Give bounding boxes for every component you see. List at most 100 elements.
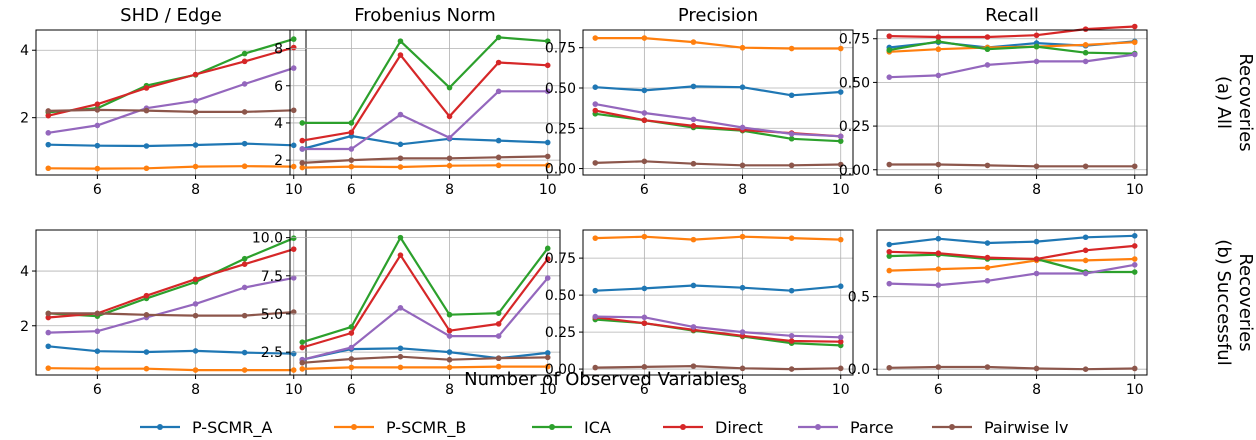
data-point-Parce (1033, 270, 1040, 277)
y-tick-label: 4 (20, 264, 29, 280)
data-point-Pairwise lv (1082, 366, 1089, 373)
data-point-P-SCMR_A (94, 348, 101, 354)
data-point-Parce (886, 74, 893, 80)
data-point-Direct (641, 320, 648, 327)
series-line-Pairwise lv (302, 355, 548, 364)
series-line-Parce (302, 90, 548, 151)
chart-title: Frobenius Norm (354, 5, 496, 26)
axes-frame (876, 229, 1148, 376)
series-line-Direct (48, 248, 295, 319)
series-line-P-SCMR_A (48, 142, 294, 148)
x-tick-label: 6 (640, 382, 649, 398)
data-point-Pairwise lv (348, 157, 355, 163)
data-point-Pairwise lv (788, 162, 795, 169)
data-point-Pairwise lv (739, 162, 746, 169)
axes-frame (35, 29, 307, 176)
x-tick-label: 6 (640, 182, 649, 198)
data-point-P-SCMR_A (397, 141, 404, 148)
data-point-ICA (446, 84, 453, 91)
legend-marker-P-SCMR_B (351, 424, 357, 430)
data-point-P-SCMR_A (143, 349, 150, 355)
data-point-Parce (241, 284, 248, 291)
series-line-Parce (889, 53, 1135, 79)
data-point-Direct (544, 62, 551, 69)
series-line-ICA (48, 237, 295, 318)
data-point-Parce (495, 333, 502, 339)
data-point-ICA (495, 34, 502, 41)
legend-marker-P-SCMR_A (157, 424, 163, 430)
x-tick-label: 8 (191, 182, 200, 198)
y-tick-label: 0.75 (545, 41, 576, 57)
data-point-P-SCMR_B (397, 164, 404, 170)
x-tick-label: 8 (738, 182, 747, 198)
data-point-P-SCMR_B (241, 367, 248, 373)
data-point-Parce (290, 65, 297, 71)
x-tick-label: 6 (93, 382, 102, 398)
data-point-ICA (397, 38, 404, 44)
series-line-P-SCMR_A (889, 234, 1135, 246)
data-point-Pairwise lv (788, 366, 795, 372)
data-point-Pairwise lv (446, 356, 453, 363)
y-tick-label: 0.00 (839, 163, 870, 179)
y-tick-label: 6 (274, 79, 283, 95)
x-tick-label: 8 (191, 382, 200, 398)
row-labels: (a) All Recoveries(b) Successful Recoverie… (1213, 53, 1256, 365)
series-line-Direct (889, 25, 1135, 39)
data-point-ICA (1033, 43, 1040, 50)
y-tick-label: 0.50 (545, 288, 576, 304)
data-point-Pairwise lv (45, 310, 52, 317)
data-point-Pairwise lv (690, 160, 697, 167)
data-point-Parce (1082, 58, 1089, 65)
series-line-Parce (889, 263, 1135, 287)
data-point-Parce (1131, 51, 1138, 58)
x-tick-label: 6 (934, 182, 943, 198)
data-point-P-SCMR_A (641, 87, 648, 94)
data-point-Parce (241, 81, 248, 87)
data-point-P-SCMR_B (143, 165, 150, 172)
data-point-ICA (788, 135, 795, 142)
data-point-Pairwise lv (241, 109, 248, 115)
data-point-Direct (984, 254, 991, 261)
data-point-P-SCMR_B (348, 364, 355, 371)
x-tick-label: 10 (1126, 382, 1144, 398)
x-tick-label: 10 (832, 382, 850, 398)
legend-label: P-SCMR_B (386, 418, 466, 438)
data-point-Direct (495, 321, 502, 327)
data-point-ICA (886, 253, 893, 259)
y-tick-label: 4 (20, 43, 29, 59)
data-point-P-SCMR_B (984, 264, 991, 271)
y-tick-label: 0.50 (545, 81, 576, 97)
data-point-Parce (690, 324, 697, 330)
data-point-P-SCMR_A (592, 84, 599, 90)
x-tick-label: 10 (285, 182, 303, 198)
legend-label: Direct (715, 418, 763, 437)
data-point-Direct (1131, 243, 1138, 249)
data-point-P-SCMR_B (446, 162, 453, 169)
data-point-P-SCMR_A (45, 141, 52, 148)
y-tick-label: 2 (20, 111, 29, 127)
x-tick-label: 8 (445, 182, 454, 198)
data-point-Parce (592, 101, 599, 107)
series-line-Parce (595, 103, 841, 138)
data-point-Pairwise lv (544, 354, 551, 361)
data-point-Pairwise lv (935, 161, 942, 168)
data-point-Direct (143, 85, 150, 91)
series-line-ICA (889, 40, 1135, 55)
data-point-P-SCMR_B (299, 164, 306, 171)
series-line-P-SCMR_A (48, 345, 294, 355)
data-point-ICA (290, 235, 297, 242)
chart-title: Recall (985, 5, 1039, 26)
axes-frame (582, 29, 854, 176)
data-point-Parce (192, 98, 199, 104)
data-point-Parce (690, 116, 697, 123)
x-tick-label: 6 (93, 182, 102, 198)
series-line-Pairwise lv (302, 155, 548, 164)
chart-panel-6: 6 8 10 0.00 0.25 0.50 0.75 (545, 229, 854, 398)
data-point-Direct (984, 34, 991, 40)
data-point-P-SCMR_B (788, 45, 795, 52)
axes-frame (289, 29, 561, 176)
data-point-Parce (446, 135, 453, 141)
series-line-P-SCMR_B (302, 365, 548, 370)
